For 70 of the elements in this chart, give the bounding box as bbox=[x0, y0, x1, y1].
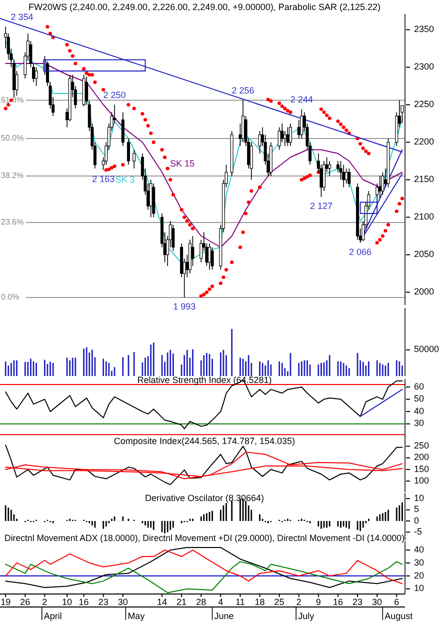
x-tick-label: 18 bbox=[254, 597, 265, 607]
y-tick-label: 250 bbox=[414, 440, 430, 451]
y-tick-label: 60 bbox=[414, 381, 424, 392]
x-tick-label: 28 bbox=[196, 597, 206, 607]
x-tick-label: 4 bbox=[218, 597, 224, 607]
text: April bbox=[44, 611, 62, 621]
annotation: 1 993 bbox=[173, 302, 196, 312]
y-tick-label: 150 bbox=[414, 464, 430, 474]
x-tick-label: 26 bbox=[20, 597, 30, 607]
y-tick-label: 2000 bbox=[414, 286, 434, 297]
annotation: 50.0% bbox=[1, 134, 24, 143]
series-label: SK 3 bbox=[115, 174, 135, 184]
y-tick-label: 20 bbox=[414, 570, 424, 580]
y-tick-label: 0 bbox=[414, 515, 420, 526]
y-tick-label: 40 bbox=[414, 544, 424, 554]
series-label: SK 15 bbox=[170, 158, 195, 168]
y-tick-label: 100 bbox=[414, 475, 430, 486]
y-tick-label: 2100 bbox=[414, 212, 434, 222]
annotation: 2 256 bbox=[232, 85, 254, 96]
y-tick-label: 30 bbox=[414, 418, 424, 428]
x-tick-label: 10 bbox=[62, 597, 72, 607]
chart-title: FW20WS (2,240.00, 2,249.00, 2,226.00, 2,249.00, +9.00000), Parabolic SAR (2,125.22) bbox=[28, 2, 380, 12]
x-tick-label: 30 bbox=[372, 597, 382, 607]
text: July bbox=[298, 611, 315, 621]
annotation: 0.0% bbox=[1, 292, 20, 302]
annotation: 38.2% bbox=[1, 171, 24, 180]
x-tick-label: 9 bbox=[316, 597, 321, 607]
annotation: 23.6% bbox=[1, 218, 24, 227]
annotation: 2 066 bbox=[349, 246, 372, 257]
x-tick-label: 11 bbox=[236, 597, 245, 607]
x-tick-label: 23 bbox=[352, 597, 363, 607]
y-tick-label: 50000 bbox=[414, 344, 440, 354]
y-tick-label: 200 bbox=[414, 452, 430, 462]
annotation: 2 127 bbox=[310, 201, 332, 211]
text: Composite Index(244.565, 174.787, 154.035) bbox=[114, 436, 296, 446]
text: August bbox=[384, 611, 414, 621]
y-tick-label: -5 bbox=[414, 526, 422, 537]
y-tick-label: 30 bbox=[414, 557, 424, 568]
annotation: 2 163 bbox=[92, 174, 115, 184]
chart-title: Directnl Movement ADX (18.0000), Directnl Movement +DI (29.0000), Directnl Movement -DI (14.0000) bbox=[4, 533, 414, 543]
text: May bbox=[128, 611, 146, 621]
chart-title: Relative Strength Index (64.5281) bbox=[137, 375, 272, 385]
x-tick-label: 25 bbox=[274, 597, 284, 607]
y-tick-label: 2150 bbox=[414, 174, 434, 184]
x-tick-label: 16 bbox=[332, 597, 343, 607]
annotation: 2 244 bbox=[290, 94, 313, 104]
y-tick-label: 5 bbox=[414, 504, 420, 514]
x-tick-label: 21 bbox=[176, 597, 187, 607]
x-tick-label: 6 bbox=[394, 597, 400, 607]
annotation: 61.8% bbox=[1, 95, 24, 104]
x-tick-label: 14 bbox=[156, 597, 168, 607]
y-tick-label: 10 bbox=[414, 492, 424, 503]
x-tick-label: 23 bbox=[98, 597, 108, 607]
x-tick-label: 19 bbox=[0, 597, 11, 607]
x-tick-label: 30 bbox=[118, 597, 128, 607]
x-tick-label: 16 bbox=[78, 597, 89, 607]
y-tick-label: 10 bbox=[414, 583, 424, 594]
y-tick-label: 2250 bbox=[414, 99, 434, 110]
text: June bbox=[214, 611, 234, 621]
annotation: 2 250 bbox=[103, 90, 126, 100]
y-tick-label: 2350 bbox=[414, 24, 434, 34]
y-tick-label: 40 bbox=[414, 406, 424, 416]
y-tick-label: 2300 bbox=[414, 62, 434, 72]
x-tick-label: 2 bbox=[296, 597, 302, 607]
y-tick-label: 2200 bbox=[414, 136, 434, 147]
y-tick-label: 2050 bbox=[414, 249, 434, 260]
annotation: 2 354 bbox=[10, 12, 34, 22]
chart-title: Derivative Oscilator (8.30664) bbox=[144, 493, 264, 503]
x-tick-label: 2 bbox=[42, 597, 48, 607]
y-tick-label: 50 bbox=[414, 394, 424, 404]
